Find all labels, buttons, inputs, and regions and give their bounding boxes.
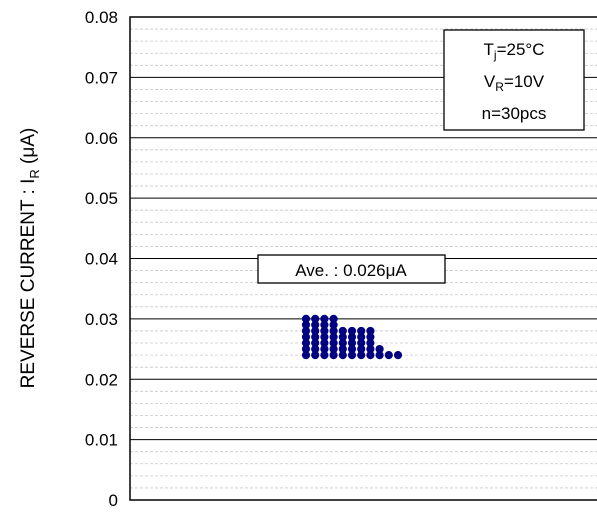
data-point	[311, 332, 320, 342]
condition-tj: Tj=25°C	[484, 40, 545, 62]
plot-frame	[129, 16, 597, 501]
data-point	[320, 332, 329, 342]
data-point	[311, 351, 320, 360]
data-point	[347, 332, 357, 342]
data-point	[329, 338, 338, 348]
average-box: Ave. : 0.026μA	[257, 254, 446, 284]
data-point	[329, 314, 338, 323]
average-label: Ave. : 0.026μA	[295, 261, 407, 280]
data-point	[320, 326, 329, 336]
data-point	[347, 344, 357, 354]
y-tick-label: 0.03	[85, 310, 118, 329]
condition-n: n=30pcs	[482, 104, 547, 123]
data-point	[357, 326, 366, 336]
data-point	[338, 344, 347, 354]
data-point	[329, 320, 338, 330]
data-point	[329, 351, 338, 360]
data-point	[357, 351, 366, 360]
data-point	[366, 326, 375, 336]
data-point	[366, 344, 375, 354]
data-point	[375, 351, 384, 360]
y-tick-labels: 0 0.01 0.02 0.03 0.04 0.05 0.06 0.07 0.08	[85, 8, 118, 510]
y-tick-label: 0.07	[85, 68, 118, 87]
data-point	[375, 344, 384, 354]
data-point	[301, 314, 311, 323]
data-point	[320, 320, 329, 330]
conditions-box-frame	[443, 29, 585, 131]
average-box-frame	[257, 254, 446, 284]
data-point	[301, 326, 311, 336]
data-point	[347, 338, 357, 348]
data-point	[301, 351, 311, 360]
y-tick-label: 0.02	[85, 370, 118, 389]
data-point	[320, 344, 329, 354]
y-tick-label: 0	[109, 491, 118, 510]
y-axis-label: REVERSE CURRENT : IR (μA)	[18, 128, 42, 389]
data-point	[366, 332, 375, 342]
data-point	[311, 344, 320, 354]
data-point	[320, 351, 329, 360]
data-point	[338, 351, 347, 360]
data-point	[393, 351, 403, 360]
data-point	[347, 351, 357, 360]
data-point	[301, 332, 311, 342]
data-point	[366, 351, 375, 360]
data-point	[357, 344, 366, 354]
data-point	[301, 344, 311, 354]
data-point	[329, 326, 338, 336]
data-points	[301, 314, 403, 360]
data-point	[311, 320, 320, 330]
data-point	[338, 338, 347, 348]
y-tick-label: 0.04	[85, 250, 118, 269]
y-tick-label: 0.05	[85, 189, 118, 208]
data-point	[301, 320, 311, 330]
y-tick-label: 0.08	[85, 8, 118, 27]
conditions-box: Tj=25°C VR=10V n=30pcs	[443, 29, 585, 131]
data-point	[357, 338, 366, 348]
data-point	[338, 326, 347, 336]
condition-vr: VR=10V	[484, 72, 545, 94]
data-point	[329, 332, 338, 342]
data-point	[384, 351, 393, 360]
y-tick-label: 0.01	[85, 431, 118, 450]
data-point	[329, 344, 338, 354]
data-point	[320, 338, 329, 348]
data-point	[311, 326, 320, 336]
data-point	[311, 338, 320, 348]
data-point	[301, 338, 311, 348]
data-point	[311, 314, 320, 323]
data-point	[347, 326, 357, 336]
data-point	[366, 338, 375, 348]
data-point	[338, 332, 347, 342]
minor-grid	[130, 28, 597, 489]
data-point	[320, 314, 329, 323]
y-tick-label: 0.06	[85, 129, 118, 148]
data-point	[357, 332, 366, 342]
